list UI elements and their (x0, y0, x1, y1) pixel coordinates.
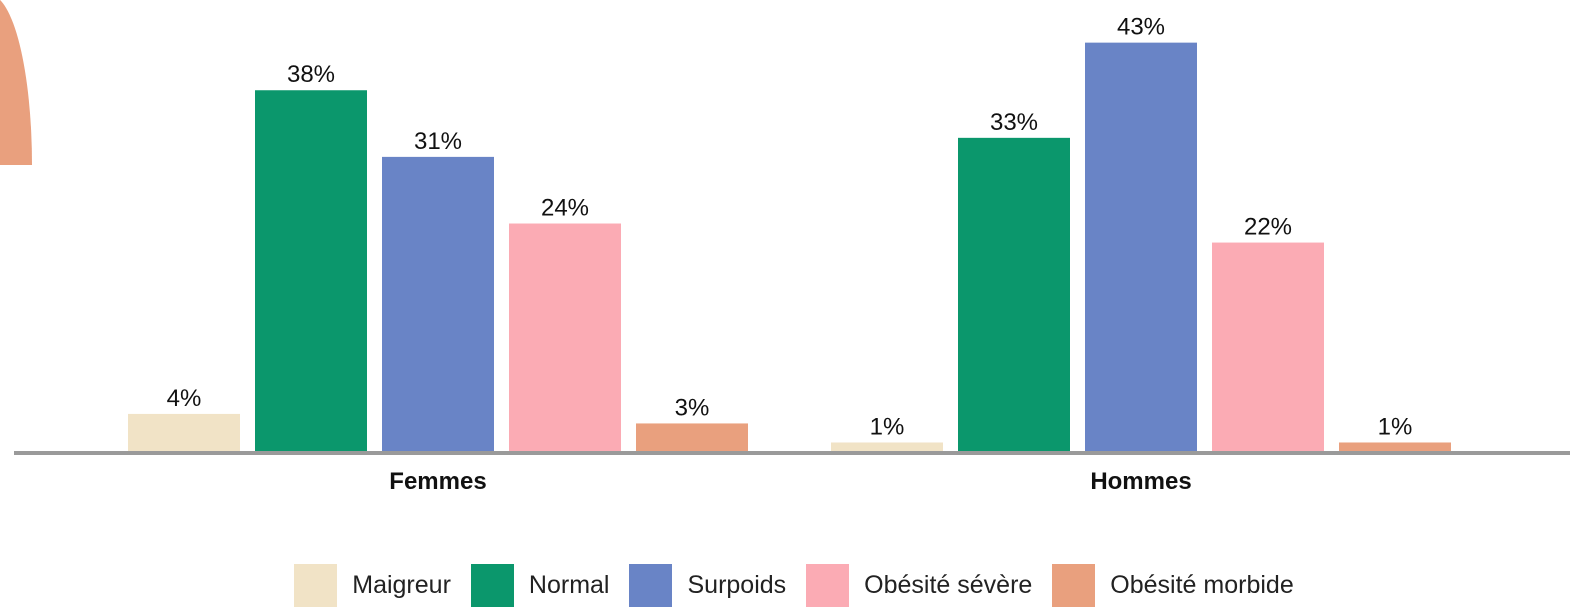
bar-value-label: 33% (990, 109, 1038, 136)
bar-value-label: 22% (1244, 214, 1292, 241)
bar-femmes-2 (382, 156, 494, 452)
bar-value-label: 3% (675, 394, 710, 421)
category-label-femmes: Femmes (389, 468, 486, 495)
legend-item: Obésité sévère (806, 563, 1033, 607)
legend-label: Obésité sévère (864, 570, 1033, 599)
legend-label: Obésité morbide (1110, 570, 1294, 599)
legend-item: Normal (470, 563, 610, 607)
legend-swatch (806, 563, 850, 607)
legend-item: Maigreur (294, 563, 451, 607)
bar-value-label: 4% (167, 385, 202, 412)
bar-femmes-4 (636, 423, 748, 452)
legend-swatch (294, 563, 338, 607)
legend-swatch (470, 563, 514, 607)
bar-value-label: 31% (414, 128, 462, 155)
legend-item: Surpoids (629, 563, 787, 607)
legend-item: Obésité morbide (1052, 563, 1294, 607)
legend-swatch (629, 563, 673, 607)
category-label-hommes: Hommes (1090, 468, 1191, 495)
legend-label: Surpoids (687, 570, 787, 599)
bar-hommes-0 (831, 442, 943, 452)
legend: Maigreur Normal Surpoids Obésité sévère Obés… (0, 563, 1588, 607)
bar-hommes-3 (1212, 242, 1324, 452)
bar-hommes-1 (958, 137, 1070, 452)
bar-value-label: 24% (541, 195, 589, 222)
bar-value-label: 1% (1378, 413, 1413, 440)
bar-femmes-3 (509, 223, 621, 452)
legend-label: Normal (528, 570, 610, 599)
bar-hommes-2 (1085, 42, 1197, 452)
bar-hommes-4 (1339, 442, 1451, 452)
bar-value-label: 38% (287, 61, 335, 88)
legend-label: Maigreur (352, 570, 451, 599)
bar-femmes-1 (255, 90, 367, 453)
bar-value-label: 1% (870, 413, 905, 440)
decorative-circle (0, 0, 32, 165)
bar-value-label: 43% (1117, 14, 1165, 41)
bar-femmes-0 (128, 413, 240, 452)
legend-swatch (1052, 563, 1096, 607)
